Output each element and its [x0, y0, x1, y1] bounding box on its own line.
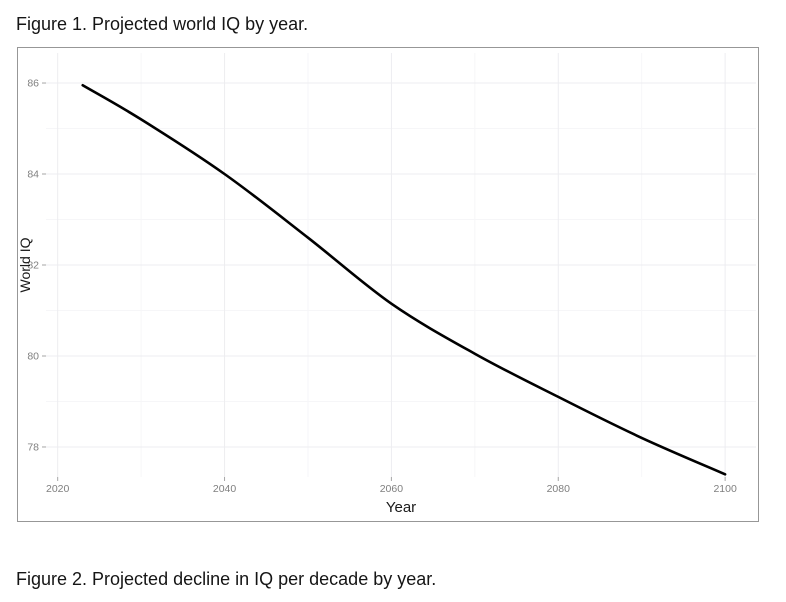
iq-line-chart: 2020 2040 2060 2080 2100 78 80 82 84 86 Year World … — [18, 53, 756, 516]
svg-text:78: 78 — [27, 441, 39, 453]
x-axis-tick-labels: 2020 2040 2060 2080 2100 — [46, 483, 737, 495]
svg-text:2080: 2080 — [547, 483, 571, 495]
figure2-caption: Figure 2. Projected decline in IQ per de… — [16, 569, 437, 589]
figure1-caption: Figure 1. Projected world IQ by year. — [16, 14, 309, 34]
svg-text:2040: 2040 — [213, 483, 237, 495]
iq-projection-curve — [81, 84, 727, 476]
svg-text:84: 84 — [27, 169, 39, 181]
svg-text:86: 86 — [27, 78, 39, 90]
grid-major — [46, 53, 756, 477]
svg-text:2100: 2100 — [713, 483, 737, 495]
x-axis-title: Year — [386, 499, 416, 516]
svg-text:2060: 2060 — [380, 483, 404, 495]
y-axis-tick-labels: 78 80 82 84 86 — [27, 78, 39, 454]
y-axis-title: World IQ — [18, 237, 33, 292]
svg-text:82: 82 — [27, 260, 39, 272]
axis-ticks — [42, 82, 726, 481]
svg-text:2020: 2020 — [46, 483, 70, 495]
svg-text:80: 80 — [27, 350, 39, 362]
figure1-chart-frame: 2020 2040 2060 2080 2100 78 80 82 84 86 Year World … — [17, 47, 759, 522]
